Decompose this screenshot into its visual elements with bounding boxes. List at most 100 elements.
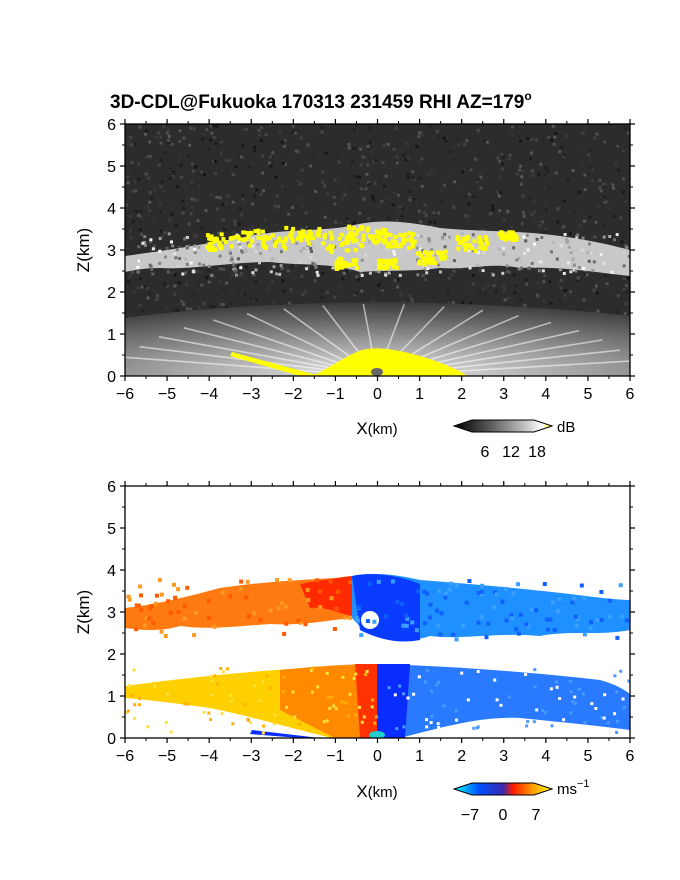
noise-pixel — [624, 244, 628, 248]
noise-pixel — [523, 224, 527, 228]
cloud-pixel — [339, 247, 343, 251]
noise-pixel — [411, 176, 415, 180]
strong-echo-pixel — [384, 233, 389, 237]
velocity-pixel — [511, 591, 516, 596]
noise-pixel — [159, 158, 163, 162]
noise-pixel — [131, 220, 135, 223]
noise-pixel — [417, 135, 421, 138]
cloud-pixel — [581, 236, 585, 240]
noise-pixel — [531, 157, 535, 161]
noise-pixel — [242, 153, 246, 157]
noise-pixel — [596, 204, 600, 208]
velocity-pixel — [439, 611, 444, 616]
noise-pixel — [602, 223, 606, 227]
noise-pixel — [542, 299, 546, 303]
cloud-pixel — [561, 264, 565, 268]
cloud-pixel — [313, 262, 317, 266]
noise-pixel — [526, 136, 530, 140]
noise-pixel — [129, 236, 133, 240]
noise-pixel — [134, 142, 137, 146]
noise-pixel — [467, 192, 471, 196]
noise-pixel — [196, 281, 200, 285]
noise-pixel — [205, 128, 209, 132]
velocity-pixel — [467, 579, 472, 583]
strong-echo-pixel — [334, 267, 339, 271]
cloud-pixel — [167, 232, 171, 236]
cloud-pixel — [430, 248, 434, 252]
noise-pixel — [337, 160, 341, 164]
strong-echo-pixel — [365, 228, 370, 233]
x-tick-label: 3 — [499, 386, 508, 403]
velocity-pixel — [273, 713, 277, 717]
cloud-pixel — [428, 241, 432, 245]
noise-pixel — [252, 145, 256, 149]
cloud-pixel — [526, 248, 530, 252]
noise-pixel — [420, 133, 424, 137]
velocity-pixel — [464, 600, 469, 605]
velocity-pixel — [573, 702, 577, 706]
cloud-pixel — [550, 250, 553, 254]
noise-pixel — [394, 195, 398, 199]
noise-pixel — [264, 212, 268, 216]
noise-pixel — [433, 220, 437, 224]
velocity-boundary-center-left — [355, 664, 377, 738]
cloud-pixel — [193, 244, 197, 248]
noise-pixel — [275, 194, 279, 198]
strong-echo-pixel — [290, 239, 295, 244]
cloud-pixel — [448, 235, 452, 239]
velocity-pixel — [455, 718, 458, 722]
noise-pixel — [503, 298, 507, 302]
noise-pixel — [405, 182, 409, 186]
y-tick-label: 0 — [107, 731, 116, 748]
strong-echo-pixel — [260, 236, 265, 241]
noise-pixel — [128, 283, 132, 287]
noise-pixel — [396, 285, 400, 289]
cloud-pixel — [151, 247, 155, 251]
noise-pixel — [376, 204, 380, 208]
velocity-pixel — [603, 693, 607, 697]
noise-pixel — [410, 298, 414, 302]
velocity-pixel — [327, 695, 330, 699]
cloud-pixel — [143, 243, 147, 247]
noise-pixel — [465, 139, 469, 143]
cloud-pixel — [314, 265, 318, 269]
noise-pixel — [412, 285, 416, 289]
strong-echo-pixel — [385, 262, 390, 266]
noise-pixel — [566, 178, 570, 182]
noise-pixel — [476, 177, 480, 181]
noise-pixel — [548, 187, 552, 191]
noise-pixel — [144, 132, 147, 136]
y-tick-label: 5 — [107, 521, 116, 538]
noise-pixel — [591, 168, 595, 172]
top-colorbar-tick: 6 — [481, 444, 490, 461]
cloud-pixel — [197, 245, 201, 249]
noise-pixel — [300, 275, 304, 278]
noise-pixel — [251, 161, 255, 165]
noise-pixel — [456, 137, 460, 141]
strong-echo-pixel — [442, 256, 447, 261]
cloud-pixel — [627, 255, 630, 258]
velocity-pixel — [282, 631, 287, 636]
strong-echo-pixel — [353, 247, 358, 252]
noise-pixel — [301, 204, 305, 208]
velocity-pixel — [602, 716, 606, 720]
bottom-colorbar: ms−1 −7 0 7 — [452, 778, 590, 824]
noise-pixel — [185, 187, 189, 191]
strong-echo-pixel — [351, 234, 356, 239]
noise-pixel — [424, 214, 428, 218]
noise-pixel — [240, 155, 244, 159]
cloud-pixel — [330, 262, 334, 266]
noise-pixel — [604, 124, 608, 128]
velocity-pixel — [275, 578, 279, 582]
cloud-pixel — [586, 251, 590, 255]
noise-pixel — [625, 290, 629, 293]
velocity-pixel — [359, 633, 364, 638]
noise-pixel — [197, 161, 201, 165]
noise-pixel — [326, 291, 330, 295]
noise-pixel — [394, 126, 398, 130]
noise-pixel — [213, 293, 217, 297]
cloud-pixel — [602, 261, 606, 265]
noise-pixel — [525, 195, 529, 199]
noise-pixel — [472, 195, 476, 199]
